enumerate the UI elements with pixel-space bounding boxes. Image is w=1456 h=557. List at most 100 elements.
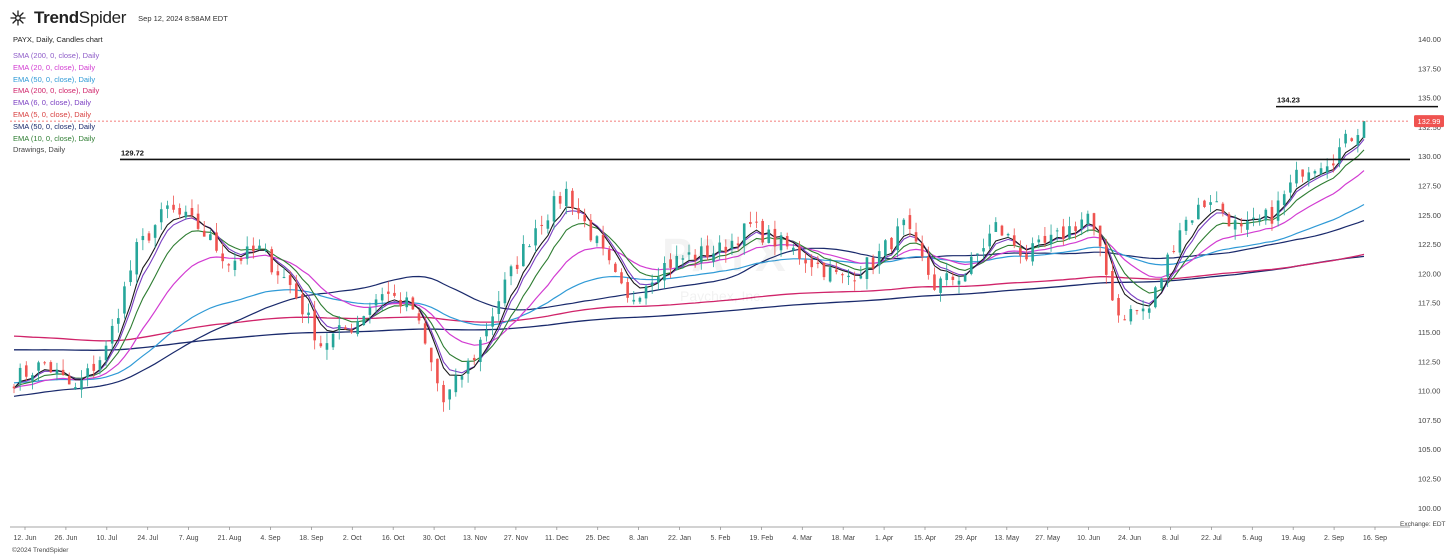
x-tick-label: 10. Jul — [97, 535, 118, 542]
candle-body — [1307, 172, 1311, 182]
candle-body — [638, 297, 642, 302]
y-tick-label: 117.50 — [1418, 299, 1440, 308]
candle-body — [877, 251, 881, 266]
legend-item[interactable]: EMA (20, 0, close), Daily — [13, 62, 96, 72]
candle-body — [356, 320, 359, 335]
candle-body — [239, 258, 243, 261]
candle-body — [1147, 308, 1151, 313]
candle-body — [245, 246, 249, 259]
legend-item[interactable]: SMA (200, 0, close), Daily — [13, 51, 100, 60]
candle-body — [779, 235, 783, 251]
candle-body — [1344, 133, 1347, 144]
legend-item[interactable]: EMA (200, 0, close), Daily — [13, 86, 100, 96]
legend-item[interactable]: EMA (10, 0, close), Daily — [13, 133, 96, 143]
x-tick-label: 19. Aug — [1281, 535, 1305, 542]
x-tick-label: 10. Jun — [1077, 535, 1100, 542]
candle-body — [1190, 220, 1194, 223]
candle-body — [1055, 230, 1059, 232]
y-tick-label: 127.50 — [1418, 182, 1441, 191]
candle-body — [1252, 217, 1255, 219]
candle-body — [98, 360, 102, 371]
candle-body — [1338, 147, 1341, 164]
candle-body — [258, 245, 261, 250]
candle-body — [1356, 135, 1360, 146]
x-tick-label: 11. Dec — [545, 535, 569, 542]
x-tick-label: 22. Jan — [668, 535, 691, 542]
candle-body — [669, 259, 672, 268]
candle-body — [859, 276, 863, 279]
candle-body — [1080, 219, 1084, 229]
candle-body — [503, 279, 507, 304]
candle-body — [1154, 287, 1157, 308]
candle-body — [344, 327, 347, 330]
x-tick-label: 4. Mar — [792, 535, 813, 542]
candle-body — [1215, 201, 1219, 203]
x-tick-label: 1. Apr — [875, 535, 894, 542]
candle-body — [816, 262, 820, 264]
candle-body — [184, 211, 188, 218]
legend-item[interactable]: EMA (6, 0, close), Daily — [13, 98, 91, 108]
candle-body — [1123, 319, 1126, 321]
candle-body — [1221, 203, 1225, 213]
candle-body — [755, 221, 758, 223]
candle-body — [49, 362, 53, 373]
candle-body — [607, 249, 611, 261]
brand-name: TrendSpider — [34, 8, 127, 27]
candle-body — [74, 387, 77, 390]
candle-body — [657, 276, 660, 283]
candle-body — [61, 369, 65, 376]
candle-body — [1117, 297, 1120, 316]
last-price-tag — [1414, 115, 1444, 128]
candle-body — [252, 245, 255, 252]
x-tick-label: 30. Oct — [423, 535, 446, 542]
candle-body — [227, 264, 231, 266]
candle-body — [1270, 206, 1274, 224]
candle-body — [31, 375, 34, 381]
candle-body — [12, 386, 16, 389]
candle-body — [540, 224, 544, 226]
legend-item[interactable]: EMA (50, 0, close), Daily — [13, 74, 96, 84]
candle-body — [601, 234, 605, 249]
candle-body — [589, 219, 593, 241]
candle-body — [699, 246, 703, 263]
candle-body — [1135, 310, 1139, 312]
candle-body — [687, 252, 691, 255]
candle-body — [1074, 226, 1077, 232]
candle-body — [276, 271, 280, 276]
legend-item[interactable]: EMA (5, 0, close), Daily — [13, 109, 91, 119]
candle-body — [442, 384, 445, 403]
candle-body — [828, 267, 832, 282]
candle-body — [626, 282, 629, 298]
candle-body — [67, 375, 71, 385]
candle-body — [724, 246, 728, 253]
candle-body — [810, 259, 814, 268]
candle-body — [896, 226, 899, 251]
y-tick-label: 102.50 — [1418, 475, 1441, 484]
y-tick-label: 100.00 — [1418, 504, 1441, 513]
x-tick-label: 27. Nov — [504, 535, 529, 542]
candle-body — [767, 229, 771, 244]
candle-body — [270, 249, 274, 273]
candle-body — [792, 247, 795, 251]
candle-body — [1332, 163, 1335, 166]
candle-body — [1086, 213, 1090, 225]
candle-body — [43, 362, 46, 364]
legend-item[interactable]: SMA (50, 0, close), Daily — [13, 121, 96, 131]
candle-body — [834, 269, 838, 272]
x-tick-label: 29. Apr — [955, 535, 978, 542]
candle-body — [1019, 247, 1022, 256]
candle-body — [920, 242, 924, 257]
legend-item[interactable]: Drawings, Daily — [13, 145, 66, 155]
candle-body — [1068, 226, 1071, 238]
y-tick-label: 132.50 — [1418, 123, 1441, 132]
candle-body — [436, 358, 439, 384]
candle-body — [620, 272, 623, 284]
candle-body — [509, 266, 513, 277]
candle-body — [890, 237, 893, 250]
candle-body — [681, 258, 685, 260]
copyright: ©2024 TrendSpider — [12, 547, 69, 554]
x-tick-label: 13. May — [994, 535, 1019, 542]
candle-body — [577, 208, 580, 214]
candle-body — [1209, 202, 1212, 205]
